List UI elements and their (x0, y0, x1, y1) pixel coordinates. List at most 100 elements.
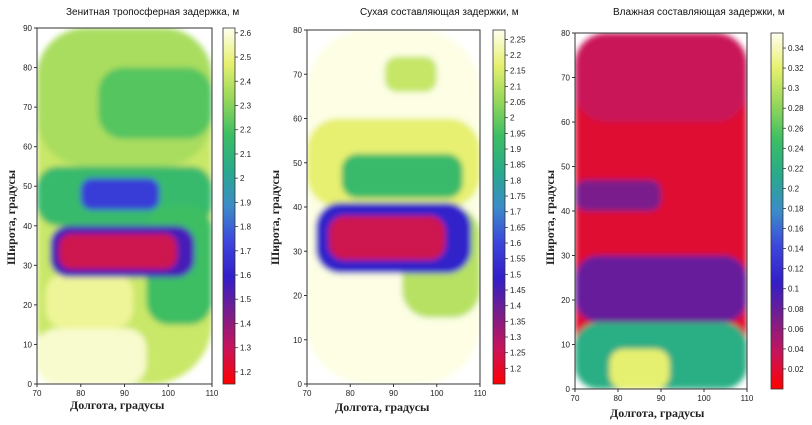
y-tick-label: 70 (293, 70, 302, 79)
colorbar-tick-label: 1.25 (510, 349, 526, 358)
colorbar-tick-label: 1.5 (510, 270, 522, 279)
colorbar-tick-label: 0.32 (788, 64, 804, 73)
y-tick-label: 40 (293, 203, 302, 212)
y-tick-label: 10 (293, 336, 302, 345)
x-tick-label: 100 (697, 394, 711, 403)
heatmap-region (80, 178, 160, 210)
panel-dry-delay: Сухая составляющая задержки, м 0 10 20 30 40… (265, 0, 535, 425)
colorbar-tick-label: 1.7 (510, 208, 522, 217)
colorbar-tick-label: 1.9 (510, 145, 522, 154)
colorbar-tick-label: 2.2 (510, 51, 522, 60)
heatmap-chart: 0 10 20 30 40 50 60 70 80 70 80 90 100 110 0.02 0.04 0.0… (561, 29, 804, 403)
chart-title: Влажная составляющая задержки, м (613, 7, 785, 18)
colorbar-tick-label: 0.28 (788, 104, 804, 113)
colorbar-tick-label: 2.2 (240, 126, 252, 135)
y-tick-label: 60 (561, 118, 570, 127)
colorbar-tick-label: 1.8 (510, 176, 522, 185)
colorbar-tick-label: 0.18 (788, 204, 804, 213)
colorbar-tick-label: 1.3 (510, 333, 522, 342)
colorbar-tick-label: 0.06 (788, 325, 804, 334)
y-tick-label: 70 (23, 103, 32, 112)
colorbar-tick-label: 0.34 (788, 44, 804, 53)
colorbar-tick-label: 1.45 (510, 286, 526, 295)
x-tick-label: 70 (571, 394, 580, 403)
colorbar-tick-label: 2.1 (510, 82, 522, 91)
colorbar-tick-label: 0.3 (788, 84, 800, 93)
y-tick-label: 30 (561, 252, 570, 261)
panel-total-delay: Зенитная тропосферная задержка, м 0 10 20 3… (0, 0, 270, 425)
heatmap-region (37, 328, 147, 384)
colorbar-tick-label: 1.4 (240, 319, 252, 328)
colorbar-tick-label: 2.05 (510, 98, 526, 107)
y-tick-label: 10 (561, 341, 570, 350)
colorbar-tick-label: 0.2 (788, 184, 800, 193)
chart-title: Зенитная тропосферная задержка, м (66, 7, 240, 18)
colorbar-tick-label: 1.2 (510, 364, 522, 373)
y-tick-label: 40 (23, 222, 32, 231)
colorbar-tick-label: 2.25 (510, 35, 526, 44)
y-tick-label: 90 (23, 24, 32, 33)
heatmap-chart: 0 10 20 30 40 50 60 70 80 70 80 90 100 110 1.2 1.25 1.3 1… (293, 26, 526, 398)
y-tick-label: 70 (561, 74, 570, 83)
colorbar-tick-label: 0.1 (788, 285, 800, 294)
y-tick-label: 0 (28, 380, 33, 389)
heatmap-region (609, 348, 670, 389)
heatmap-region (341, 153, 463, 199)
heatmap-region (575, 255, 747, 323)
x-tick-label: 80 (76, 389, 85, 398)
y-tick-label: 50 (23, 182, 32, 191)
colorbar-tick-label: 1.95 (510, 129, 526, 138)
colorbar-tick-label: 2.3 (240, 101, 252, 110)
y-tick-label: 10 (23, 340, 32, 349)
colorbar-tick-label: 0.24 (788, 144, 804, 153)
x-axis-label: Долгота, градусы (70, 398, 165, 412)
colorbar-tick-label: 0.22 (788, 164, 804, 173)
x-tick-label: 110 (474, 389, 487, 398)
colorbar-tick-label: 2.5 (240, 53, 252, 62)
heatmap-region (58, 233, 177, 270)
y-tick-label: 30 (293, 247, 302, 256)
x-tick-label: 100 (162, 389, 176, 398)
y-tick-label: 50 (561, 163, 570, 172)
heatmap-region (575, 33, 747, 122)
heatmap-region (328, 215, 446, 261)
heatmap-region (98, 67, 212, 139)
y-tick-label: 80 (23, 64, 32, 73)
heatmap-chart: 0 10 20 30 40 50 60 70 80 90 70 80 90 100 110 1.2 1.3 1.4… (23, 24, 252, 398)
x-tick-label: 90 (657, 394, 666, 403)
colorbar-tick-label: 1.6 (240, 271, 252, 280)
colorbar-tick-label: 2.6 (240, 29, 252, 38)
heatmap-region (575, 179, 661, 211)
y-tick-label: 80 (293, 26, 302, 35)
chart-title: Сухая составляющая задержки, м (360, 7, 519, 18)
x-axis-label: Долгота, градусы (335, 400, 430, 414)
colorbar-tick-label: 1.65 (510, 223, 526, 232)
x-tick-label: 70 (33, 389, 42, 398)
x-tick-label: 100 (430, 389, 444, 398)
y-tick-label: 20 (23, 301, 32, 310)
y-axis-label: Широта, градусы (4, 169, 18, 265)
colorbar-tick-label: 1.9 (240, 198, 252, 207)
y-tick-label: 0 (298, 380, 303, 389)
colorbar-tick-label: 1.5 (240, 295, 252, 304)
colorbar-tick-label: 1.75 (510, 192, 526, 201)
colorbar (492, 29, 506, 385)
x-tick-label: 90 (120, 389, 129, 398)
colorbar-tick-label: 0.02 (788, 365, 804, 374)
x-tick-label: 90 (389, 389, 398, 398)
y-axis-label: Широта, градусы (543, 169, 557, 265)
colorbar-tick-label: 1.2 (240, 368, 252, 377)
colorbar-tick-label: 0.04 (788, 345, 804, 354)
y-tick-label: 20 (293, 292, 302, 301)
colorbar-tick-label: 0.14 (788, 245, 804, 254)
colorbar-tick-label: 2.15 (510, 67, 526, 76)
heatmap-region (384, 56, 437, 92)
y-tick-label: 0 (566, 385, 571, 394)
colorbar-tick-label: 2 (510, 114, 515, 123)
y-tick-label: 80 (561, 29, 570, 38)
colorbar-tick-label: 1.55 (510, 255, 526, 264)
x-tick-label: 110 (741, 394, 754, 403)
y-tick-label: 60 (23, 143, 32, 152)
y-tick-label: 30 (23, 261, 32, 270)
colorbar-tick-label: 1.7 (240, 247, 252, 256)
